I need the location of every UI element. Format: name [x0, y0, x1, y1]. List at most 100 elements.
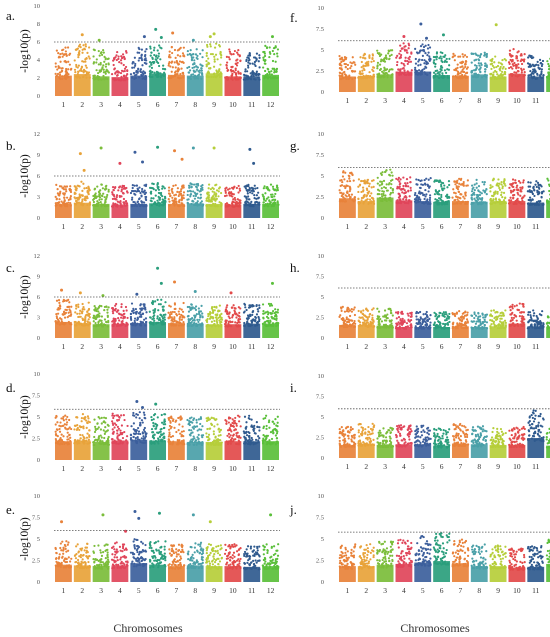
snp-point	[83, 549, 86, 552]
snp-point	[201, 73, 204, 76]
snp-point	[78, 428, 81, 432]
snp-point	[182, 301, 185, 305]
snp-point	[229, 559, 232, 562]
panel-label: a.	[6, 8, 15, 23]
snp-point	[159, 561, 162, 565]
chromosome-label: 2	[80, 464, 84, 473]
snp-point	[275, 70, 278, 74]
snp-point	[100, 436, 103, 439]
snp-point	[396, 60, 399, 64]
snp-point	[407, 42, 410, 45]
snp-point	[58, 563, 61, 566]
chromosome-8-points	[186, 541, 205, 582]
snp-point	[196, 54, 199, 57]
snp-point	[133, 66, 136, 69]
snp-point	[101, 187, 104, 190]
snp-point	[399, 49, 402, 53]
snp-point	[65, 196, 69, 199]
snp-point	[187, 324, 190, 327]
snp-point	[382, 58, 386, 61]
snp-point	[181, 52, 185, 55]
snp-point	[417, 69, 421, 72]
snp-point	[79, 437, 82, 440]
snp-point	[272, 67, 276, 70]
snp-point	[113, 426, 116, 429]
chromosome-7-points	[167, 415, 186, 460]
snp-point	[182, 46, 185, 49]
snp-point	[156, 423, 159, 427]
snp-point	[151, 302, 154, 306]
snp-point	[253, 193, 256, 197]
snp-point	[111, 191, 114, 194]
snp-point	[244, 306, 247, 309]
snp-point	[75, 201, 79, 204]
snp-point	[62, 188, 66, 191]
snp-point	[199, 316, 202, 319]
snp-point	[64, 60, 67, 63]
snp-point	[227, 564, 230, 567]
snp-point	[254, 432, 257, 435]
snp-point	[162, 423, 165, 426]
snp-point	[58, 198, 61, 201]
snp-point	[191, 319, 195, 322]
snp-point	[192, 418, 195, 422]
chromosome-label: 4	[118, 342, 122, 351]
snp-point	[197, 566, 201, 569]
snp-point	[274, 443, 277, 446]
snp-point	[266, 562, 269, 565]
snp-point	[120, 560, 123, 563]
snp-point	[133, 562, 136, 565]
snp-point	[235, 434, 238, 437]
snp-point	[201, 184, 204, 187]
snp-point	[99, 549, 102, 552]
snp-point	[113, 58, 116, 61]
snp-point	[163, 187, 166, 190]
snp-point	[54, 437, 57, 441]
snp-point	[82, 566, 85, 569]
snp-point	[226, 434, 229, 437]
snp-point	[199, 422, 202, 426]
snp-point	[133, 184, 136, 187]
snp-point	[176, 187, 179, 190]
snp-point	[231, 78, 234, 81]
snp-point	[76, 416, 79, 419]
snp-point	[444, 71, 448, 74]
snp-point	[82, 68, 86, 71]
chromosome-9-points	[205, 416, 223, 460]
snp-point	[117, 563, 120, 567]
snp-point	[157, 195, 160, 198]
snp-point	[238, 420, 241, 423]
snp-point	[215, 42, 218, 45]
snp-point	[115, 548, 118, 551]
snp-point	[253, 78, 256, 81]
snp-point	[100, 78, 103, 81]
snp-point	[262, 426, 265, 430]
snp-point	[60, 321, 63, 324]
snp-point	[227, 192, 231, 195]
snp-point	[104, 441, 108, 444]
snp-point	[228, 58, 231, 61]
snp-point	[236, 442, 239, 446]
snp-point	[372, 66, 376, 69]
chromosome-10-points	[223, 184, 242, 218]
snp-point	[157, 564, 160, 567]
snp-point	[100, 561, 103, 564]
snp-point	[272, 187, 275, 191]
snp-point	[119, 195, 122, 198]
snp-point	[193, 183, 196, 186]
chromosome-label: 7	[459, 96, 463, 105]
snp-point	[250, 425, 253, 428]
snp-point	[63, 198, 66, 202]
snp-point	[186, 53, 189, 56]
snp-point	[151, 556, 155, 559]
snp-point	[64, 545, 67, 548]
snp-point	[134, 324, 137, 327]
snp-point	[178, 423, 181, 426]
snp-point	[262, 553, 265, 556]
snp-point	[65, 69, 68, 72]
snp-point	[268, 46, 271, 49]
snp-point	[190, 202, 193, 206]
snp-point	[231, 316, 234, 319]
snp-point	[103, 318, 107, 321]
snp-point	[87, 308, 90, 312]
